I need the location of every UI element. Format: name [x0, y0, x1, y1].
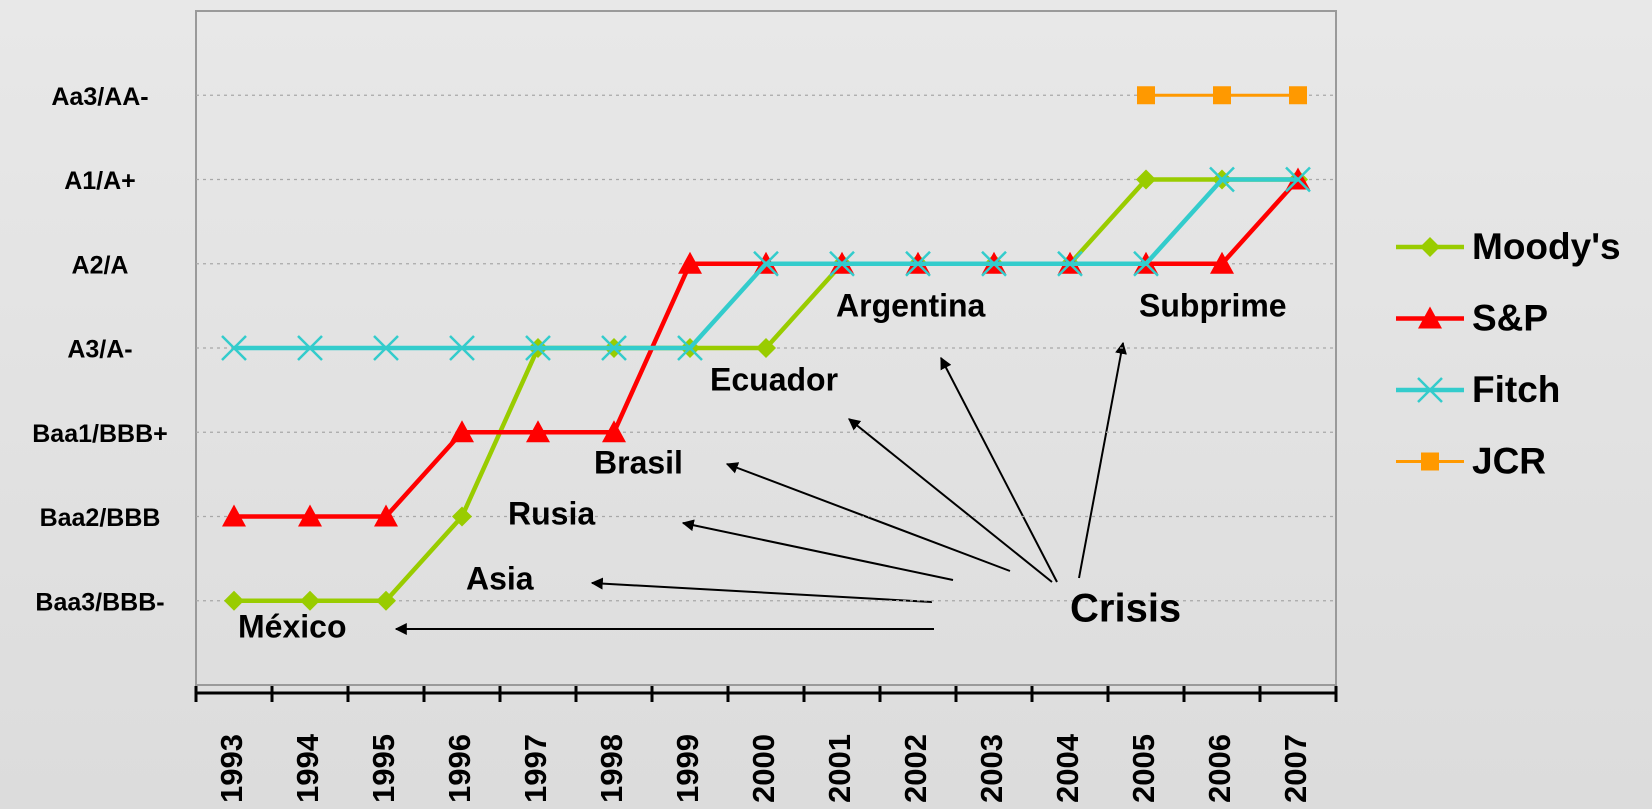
y-tick-label: Baa3/BBB-	[35, 588, 164, 616]
marker-diamond	[376, 590, 396, 611]
x-tick-label: 2002	[898, 734, 933, 803]
marker-diamond	[300, 590, 320, 611]
annotation: Ecuador	[710, 361, 838, 397]
marker-triangle	[450, 420, 474, 443]
marker-x	[449, 335, 475, 361]
x-tick-label: 1993	[214, 734, 249, 803]
arrow	[1078, 341, 1127, 579]
arrows	[394, 341, 1127, 635]
x-tick-label: 1994	[290, 733, 325, 803]
marker-x	[753, 250, 779, 277]
marker-x	[297, 335, 323, 361]
legend-label: JCR	[1472, 440, 1546, 481]
marker-triangle	[222, 504, 246, 527]
marker-x	[525, 335, 551, 361]
marker-x	[373, 335, 399, 361]
x-tick-label: 1995	[366, 734, 401, 803]
marker-x	[981, 250, 1007, 277]
marker-x	[1209, 166, 1235, 193]
marker-x	[221, 335, 247, 361]
y-tick-label: A3/A-	[67, 336, 132, 364]
marker-diamond	[756, 338, 776, 358]
marker-square	[1137, 86, 1155, 105]
legend-label: Moody's	[1472, 226, 1621, 267]
annotation: Brasil	[594, 444, 683, 480]
marker-x	[601, 335, 627, 361]
x-tick-label: 2006	[1202, 734, 1237, 803]
y-tick-label: Baa2/BBB	[40, 504, 161, 532]
marker-triangle	[1210, 251, 1234, 274]
annotation: Crisis	[1070, 587, 1181, 631]
marker-x	[905, 250, 931, 277]
x-tick-label: 1999	[670, 734, 705, 803]
x-tick-label: 1997	[518, 734, 553, 803]
marker-x	[1285, 166, 1311, 193]
y-tick-label: A1/A+	[64, 167, 136, 195]
x-tick-label: 2001	[822, 734, 857, 803]
marker-x	[1057, 250, 1083, 277]
y-tick-label: A2/A	[72, 251, 129, 279]
arrow	[725, 462, 1011, 572]
arrow	[940, 356, 1058, 583]
marker-triangle	[1418, 306, 1442, 329]
annotation: Subprime	[1139, 287, 1287, 323]
marker-x	[829, 250, 855, 277]
marker-diamond	[452, 506, 472, 527]
marker-diamond	[1136, 169, 1156, 190]
legend-label: S&P	[1472, 297, 1548, 338]
marker-x	[677, 335, 703, 361]
marker-triangle	[678, 251, 702, 274]
y-tick-label: Aa3/AA-	[51, 83, 148, 111]
arrow	[590, 577, 933, 603]
x-tick-label: 2005	[1126, 734, 1161, 803]
marker-triangle	[526, 420, 550, 443]
marker-x	[1417, 377, 1443, 403]
annotation: Rusia	[508, 495, 595, 531]
x-tick-label: 2000	[746, 734, 781, 803]
marker-triangle	[298, 504, 322, 527]
arrow	[848, 418, 1053, 583]
marker-diamond	[1420, 237, 1440, 257]
marker-x	[1133, 250, 1159, 277]
legend-label: Fitch	[1472, 369, 1560, 410]
x-tick-label: 2007	[1278, 734, 1313, 803]
marker-triangle	[602, 420, 626, 443]
marker-diamond	[224, 590, 244, 611]
marker-square	[1421, 452, 1439, 471]
marker-triangle	[374, 504, 398, 527]
annotation: Argentina	[836, 287, 986, 323]
annotation: Asia	[466, 560, 534, 596]
x-tick-label: 2003	[974, 734, 1009, 803]
x-tick-label: 1996	[442, 734, 477, 803]
x-tick-label: 1998	[594, 734, 629, 803]
y-tick-label: Baa1/BBB+	[32, 420, 167, 448]
annotation: México	[238, 608, 346, 644]
arrow	[681, 519, 954, 581]
marker-square	[1289, 86, 1307, 105]
marker-square	[1213, 86, 1231, 105]
x-tick-label: 2004	[1050, 733, 1085, 803]
